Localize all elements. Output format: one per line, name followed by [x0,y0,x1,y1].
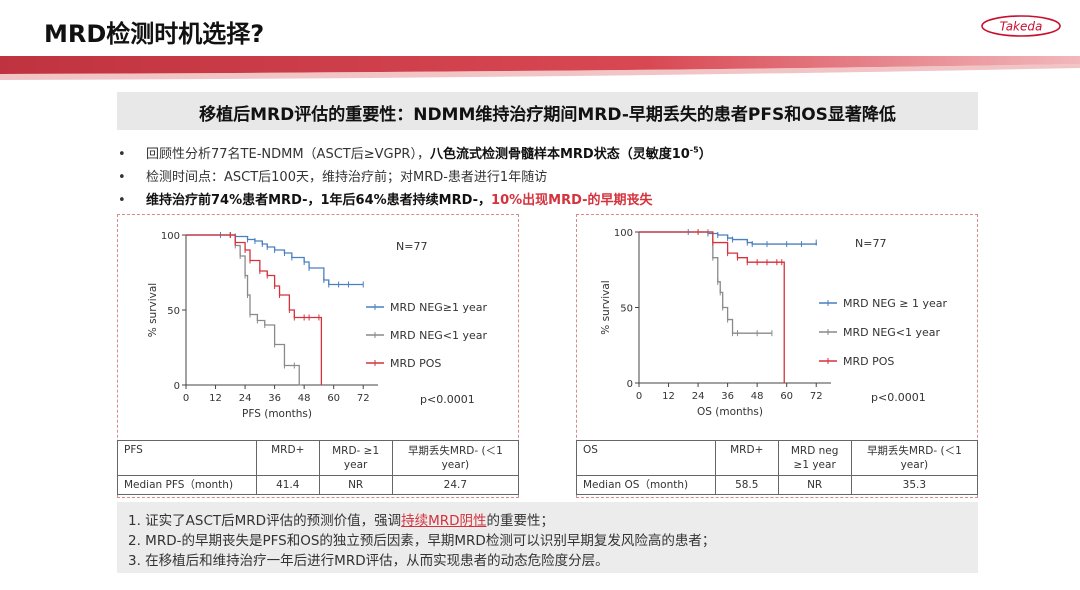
x-tick-label: 0 [636,391,642,402]
pfs-panel [117,214,519,498]
y-tick-label: 0 [174,381,180,392]
p-value-label: p<0.0001 [420,393,475,406]
x-tick-label: 24 [692,391,705,402]
table-header-cell: MRD+ [255,440,320,476]
bullet-2: • 检测时间点：ASCT后100天，维持治疗前；对MRD-患者进行1年随访 [118,170,548,185]
table-header-cell: PFS [117,440,257,476]
y-axis-label: % survival [600,280,612,334]
logo-text: Takeda [1000,20,1043,34]
x-tick-label: 12 [209,393,222,404]
summary-1-highlight: 持续MRD阴性 [401,513,487,529]
bullet-3: • 维持治疗前74%患者MRD-，1年后64%患者持续MRD-，10%出现MRD-… [118,193,653,208]
table-cell: 35.3 [850,475,979,495]
table-cell: NR [318,475,393,495]
y-tick-label: 50 [167,306,180,317]
os-km-chart: 0 12 24 36 48 60 72 0 50 100 OS (months) % survival… [600,228,948,418]
km-series-line [186,234,364,286]
pfs-table: PFS MRD+ MRD- ≥1 year 早期丢失MRD- (＜1 year)… [117,440,520,495]
summary-line-3: 3. 在移植后和维持治疗一年后进行MRD评估，从而实现患者的动态危险度分层。 [128,553,609,569]
legend-label: MRD NEG<1 year [843,326,941,339]
bullet-3-highlight: 10%出现MRD-的早期丧失 [491,193,653,208]
km-series-line [639,231,772,334]
summary-line-1: 1. 证实了ASCT后MRD评估的预测价值，强调持续MRD阴性的重要性； [128,509,554,529]
n-label: N=77 [855,237,886,250]
table-row: Median PFS（month) 41.4 NR 24.7 [117,475,520,495]
x-tick-label: 48 [298,393,311,404]
y-axis-label: % survival [147,283,159,337]
table-cell: 41.4 [255,475,320,495]
y-tick-label: 100 [614,228,633,239]
y-tick-label: 0 [627,379,633,390]
km-series-line [639,231,785,383]
table-cell: NR [777,475,852,495]
y-tick-label: 50 [620,304,633,315]
summary-box [117,502,978,573]
bullet-1-close: ） [698,147,712,162]
table-cell: 58.5 [714,475,779,495]
table-header-cell: 早期丢失MRD- (＜1 year) [391,440,520,476]
os-panel [576,214,978,498]
table-header-cell: 早期丢失MRD- (＜1 year) [850,440,979,476]
table-header-row: PFS MRD+ MRD- ≥1 year 早期丢失MRD- (＜1 year) [117,440,520,476]
legend-label: MRD NEG<1 year [390,329,488,342]
pfs-km-chart: 0 12 24 36 48 60 72 0 50 100 PFS (months) % surviva… [147,231,488,420]
table-header-cell: MRD neg ≥1 year [777,440,852,476]
km-series-line [186,234,302,386]
x-tick-label: 60 [327,393,340,404]
p-value-label: p<0.0001 [871,391,926,404]
n-label: N=77 [396,240,427,253]
header-red-swoosh [0,56,1080,80]
bullet-1-text: 回顾性分析77名TE-NDMM（ASCT后≥VGPR）， [146,147,430,162]
x-tick-label: 24 [239,393,252,404]
table-header-cell: MRD- ≥1 year [318,440,393,476]
os-table: OS MRD+ MRD neg ≥1 year 早期丢失MRD- (＜1 yea… [576,440,979,495]
legend-label: MRD POS [390,357,441,370]
x-tick-label: 36 [268,393,281,404]
legend-label: MRD POS [843,355,894,368]
table-cell: Median OS（month) [576,475,716,495]
legend-label: MRD NEG ≥ 1 year [843,297,948,310]
summary-1-end: 的重要性； [486,513,555,529]
bullet-1: • 回顾性分析77名TE-NDMM（ASCT后≥VGPR），八色流式检测骨髓样本M… [118,145,712,162]
x-tick-label: 72 [810,391,823,402]
x-tick-label: 36 [721,391,734,402]
table-cell: 24.7 [391,475,520,495]
table-header-row: OS MRD+ MRD neg ≥1 year 早期丢失MRD- (＜1 yea… [576,440,979,476]
takeda-logo: Takeda [981,15,1061,37]
y-tick-label: 100 [161,231,180,242]
x-tick-label: 12 [662,391,675,402]
summary-line-2: 2. MRD-的早期丧失是PFS和OS的独立预后因素，早期MRD检测可以识别早期… [128,533,716,549]
x-tick-label: 48 [751,391,764,402]
x-tick-label: 0 [183,393,189,404]
table-cell: Median PFS（month) [117,475,257,495]
slide-subtitle: 移植后MRD评估的重要性：NDMM维持治疗期间MRD-早期丢失的患者PFS和OS… [199,105,896,125]
x-axis-label: PFS (months) [242,408,312,420]
table-header-cell: MRD+ [714,440,779,476]
subtitle-box [117,92,978,130]
bullet-2-text: 检测时间点：ASCT后100天，维持治疗前；对MRD-患者进行1年随访 [146,170,548,185]
x-axis-label: OS (months) [697,406,763,418]
legend-label: MRD NEG≥1 year [390,301,488,314]
table-header-cell: OS [576,440,716,476]
x-tick-label: 72 [357,393,370,404]
x-tick-label: 60 [780,391,793,402]
bullet-1-superscript: -5 [689,145,699,155]
bullet-3-bold: 维持治疗前74%患者MRD-，1年后64%患者持续MRD-， [146,193,492,208]
slide-title: MRD检测时机选择? [44,20,265,48]
bullet-1-bold: 八色流式检测骨髓样本MRD状态（灵敏度10 [429,147,690,162]
summary-1-text: 1. 证实了ASCT后MRD评估的预测价值，强调 [128,513,402,529]
table-row: Median OS（month) 58.5 NR 35.3 [576,475,979,495]
